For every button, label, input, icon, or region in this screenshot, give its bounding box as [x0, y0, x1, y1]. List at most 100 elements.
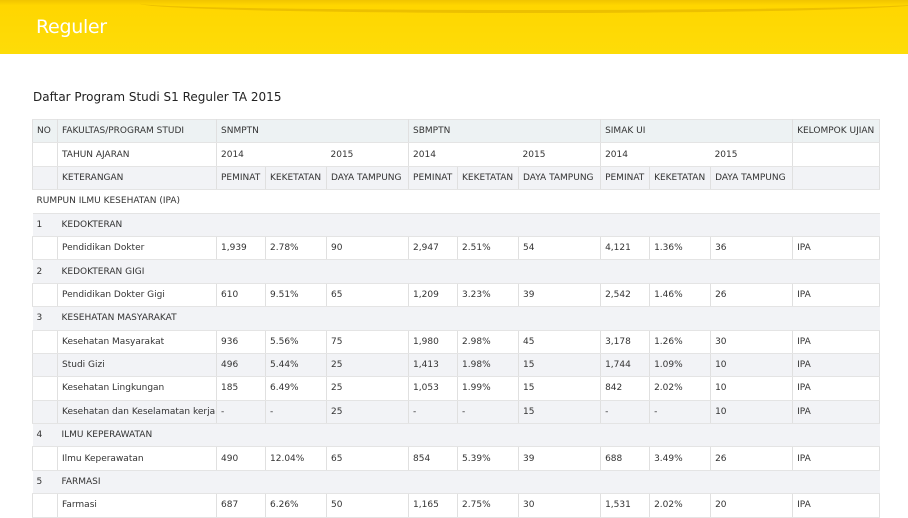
banner-title: Reguler [36, 16, 107, 38]
snmptn-keketatan: 2.78% [265, 235, 327, 261]
program-row: Farmasi 687 6.26% 50 1,165 2.75% 30 1,531 2.02% 2… [32, 493, 881, 518]
simak-keketatan: 1.36% [649, 235, 712, 261]
faculty-name: FARMASI [57, 469, 880, 495]
header-no: NO [32, 118, 58, 144]
faculty-no: 4 [32, 423, 58, 448]
snmptn-keketatan: 9.51% [265, 282, 327, 308]
header-snmptn: SNMPTN [216, 118, 410, 144]
snmptn-daya-tampung: 25 [326, 376, 410, 401]
faculty-no: 2 [32, 259, 58, 284]
simak-daya-tampung: 30 [710, 329, 794, 354]
snmptn-daya-tampung: 75 [326, 329, 410, 354]
program-no-cell [32, 493, 58, 518]
year-snmptn-2014: 2014 [216, 142, 327, 167]
faculty-name: ILMU KEPERAWATAN [57, 423, 880, 448]
program-kelompok: IPA [792, 399, 881, 425]
sbmptn-daya-tampung: 15 [518, 399, 602, 425]
year-snmptn-2015: 2015 [326, 142, 410, 167]
snmptn-keketatan: 6.49% [265, 376, 327, 401]
program-kelompok: IPA [792, 329, 881, 354]
faculty-no: 3 [32, 306, 58, 331]
snmptn-keketatan: 5.56% [265, 329, 327, 354]
year-simak-2014: 2014 [600, 142, 711, 167]
faculty-row: 5 FARMASI [32, 469, 880, 495]
program-row: Kesehatan Lingkungan 185 6.49% 25 1,053 1.99%… [32, 376, 881, 401]
ket-snmptn-keketatan: KEKETATAN [265, 165, 327, 191]
year-simak-2015: 2015 [710, 142, 794, 167]
snmptn-peminat: 610 [216, 282, 266, 308]
year-row: TAHUN AJARAN 2014 2015 2014 2015 2014 20… [32, 142, 881, 167]
program-no-cell [32, 446, 58, 471]
header-kelompok: KELOMPOK UJIAN [792, 118, 881, 144]
program-name: Kesehatan dan Keselamatan kerja [57, 399, 217, 425]
program-kelompok: IPA [792, 352, 881, 378]
program-name: Pendidikan Dokter [57, 235, 217, 261]
program-row: Pendidikan Dokter Gigi 610 9.51% 65 1,209 3.2… [32, 282, 881, 308]
snmptn-peminat: 936 [216, 329, 266, 354]
ket-kelompok-cell [792, 165, 881, 191]
sbmptn-peminat: 1,165 [408, 493, 459, 518]
header-banner: Reguler [0, 0, 908, 54]
sbmptn-keketatan: 2.75% [457, 493, 520, 518]
program-name: Kesehatan Masyarakat [57, 329, 217, 354]
program-no-cell [32, 376, 58, 401]
header-sbmptn: SBMPTN [408, 118, 602, 144]
snmptn-daya-tampung: 65 [326, 446, 410, 471]
simak-keketatan: 1.46% [649, 282, 712, 308]
simak-keketatan: 1.09% [649, 352, 712, 378]
faculty-no: 5 [32, 469, 58, 495]
sbmptn-keketatan: 2.51% [457, 235, 520, 261]
page-title: Daftar Program Studi S1 Reguler TA 2015 [33, 90, 282, 104]
program-kelompok: IPA [792, 446, 881, 471]
program-row: Kesehatan dan Keselamatan kerja - -25- -15-… [32, 399, 881, 425]
sbmptn-daya-tampung: 39 [518, 446, 602, 471]
simak-peminat: 4,121 [600, 235, 651, 261]
program-row: Studi Gizi 496 5.44% 25 1,413 1.98% 15 1,744 1.0… [32, 352, 881, 378]
sbmptn-peminat: 1,980 [408, 329, 459, 354]
program-name: Farmasi [57, 493, 217, 518]
snmptn-peminat: 687 [216, 493, 266, 518]
header-program: FAKULTAS/PROGRAM STUDI [57, 118, 217, 144]
simak-peminat: 2,542 [600, 282, 651, 308]
sbmptn-keketatan: 2.98% [457, 329, 520, 354]
program-no-cell [32, 235, 58, 261]
sbmptn-daya-tampung: 30 [518, 493, 602, 518]
program-no-cell [32, 352, 58, 378]
simak-keketatan: 1.26% [649, 329, 712, 354]
snmptn-peminat: - [216, 399, 266, 425]
faculty-name: KESEHATAN MASYARAKAT [57, 306, 880, 331]
sbmptn-daya-tampung: 39 [518, 282, 602, 308]
table-header-row: NO FAKULTAS/PROGRAM STUDI SNMPTN SBMPTN … [32, 118, 881, 144]
simak-daya-tampung: 26 [710, 446, 794, 471]
sbmptn-keketatan: 1.98% [457, 352, 520, 378]
faculty-row: 3 KESEHATAN MASYARAKAT [32, 306, 880, 331]
faculty-name: KEDOKTERAN [57, 212, 880, 237]
year-no-cell [32, 142, 58, 167]
sbmptn-daya-tampung: 54 [518, 235, 602, 261]
rumpun-label: RUMPUN ILMU KESEHATAN (IPA) [32, 189, 880, 214]
program-name: Ilmu Keperawatan [57, 446, 217, 471]
sbmptn-keketatan: - [457, 399, 520, 425]
simak-daya-tampung: 10 [710, 399, 794, 425]
ket-simak-daya: DAYA TAMPUNG [710, 165, 794, 191]
simak-peminat: 1,531 [600, 493, 651, 518]
program-table: NO FAKULTAS/PROGRAM STUDI SNMPTN SBMPTN … [32, 118, 881, 518]
year-kelompok-cell [792, 142, 881, 167]
program-no-cell [32, 282, 58, 308]
ket-sbmptn-peminat: PEMINAT [408, 165, 459, 191]
simak-daya-tampung: 36 [710, 235, 794, 261]
simak-keketatan: 2.02% [649, 493, 712, 518]
sbmptn-daya-tampung: 15 [518, 352, 602, 378]
faculty-row: 1 KEDOKTERAN [32, 212, 880, 237]
sbmptn-daya-tampung: 45 [518, 329, 602, 354]
snmptn-keketatan: 5.44% [265, 352, 327, 378]
ket-simak-peminat: PEMINAT [600, 165, 651, 191]
snmptn-daya-tampung: 90 [326, 235, 410, 261]
ket-snmptn-peminat: PEMINAT [216, 165, 266, 191]
simak-peminat: 3,178 [600, 329, 651, 354]
sbmptn-peminat: - [408, 399, 459, 425]
header-simak: SIMAK UI [600, 118, 794, 144]
sbmptn-peminat: 1,053 [408, 376, 459, 401]
snmptn-keketatan: 12.04% [265, 446, 327, 471]
faculty-row: 4 ILMU KEPERAWATAN [32, 423, 880, 448]
